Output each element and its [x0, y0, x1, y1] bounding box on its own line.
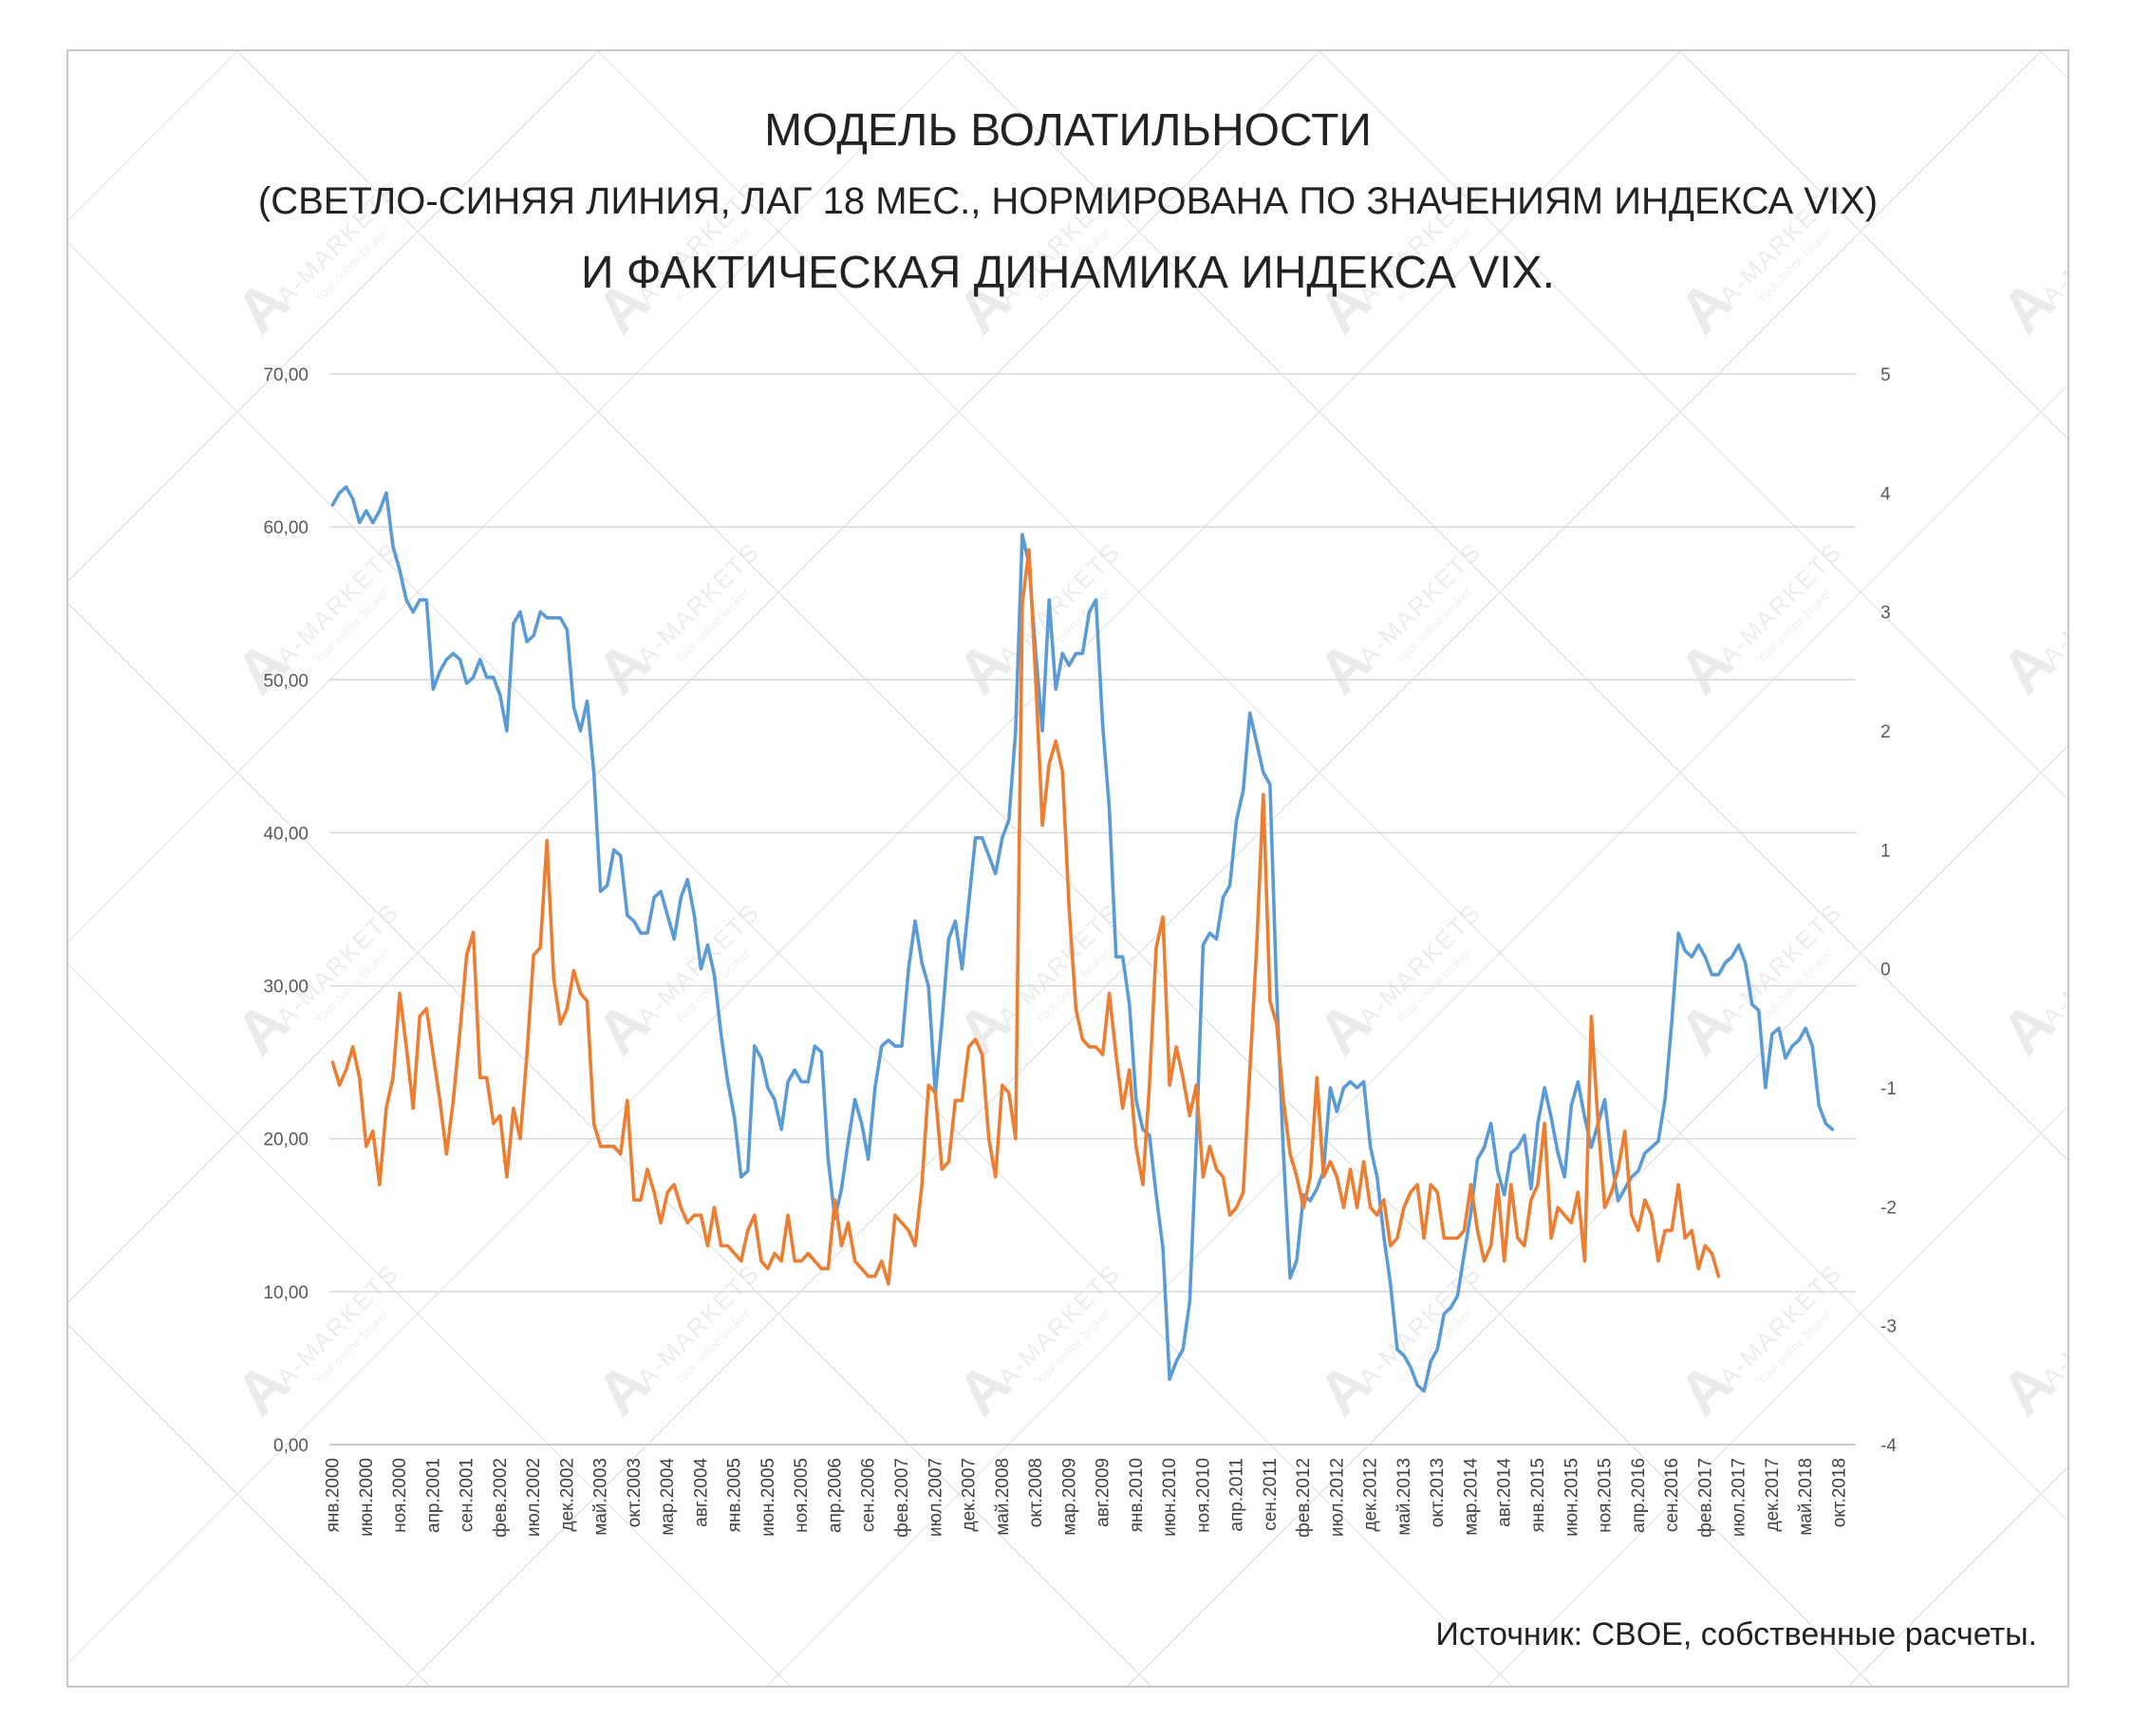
x-tick-label: июн.2000	[357, 1458, 377, 1537]
left-y-tick-label: 10,00	[263, 1283, 309, 1303]
x-tick-label: апр.2016	[1629, 1458, 1649, 1533]
x-tick-label: окт.2008	[1026, 1458, 1046, 1527]
x-tick-label: апр.2006	[825, 1458, 845, 1533]
right-y-tick-label: -3	[1880, 1317, 1897, 1337]
x-tick-label: май.2008	[993, 1458, 1013, 1536]
right-y-tick-label: -4	[1880, 1436, 1897, 1456]
x-tick-label: авг.2009	[1094, 1458, 1113, 1527]
x-tick-label: фев.2017	[1695, 1458, 1715, 1538]
x-tick-label: апр.2001	[423, 1458, 443, 1533]
right-y-tick-label: 2	[1880, 722, 1891, 742]
x-tick-label: июл.2007	[926, 1458, 945, 1537]
left-y-tick-label: 30,00	[263, 978, 309, 998]
chart-subtitle: (СВЕТЛО-СИНЯЯ ЛИНИЯ, ЛАГ 18 МЕС., НОРМИР…	[257, 180, 1879, 222]
x-tick-label: дек.2017	[1763, 1458, 1783, 1532]
x-tick-label: окт.2018	[1829, 1458, 1849, 1527]
x-tick-label: май.2013	[1394, 1458, 1414, 1536]
watermark-line	[68, 51, 960, 943]
x-tick-label: апр.2011	[1227, 1458, 1247, 1532]
watermark-line	[68, 51, 599, 583]
model-series-line	[330, 485, 1835, 1393]
x-tick-label: авг.2014	[1495, 1458, 1515, 1527]
chart-title: МОДЕЛЬ ВОЛАТИЛЬНОСТИ	[764, 105, 1372, 156]
watermark-line	[405, 51, 2042, 1686]
x-tick-label: мар.2004	[658, 1458, 678, 1536]
x-tick-label: июл.2012	[1327, 1458, 1347, 1537]
x-tick-label: мар.2009	[1059, 1458, 1079, 1536]
x-tick-label: янв.2005	[725, 1458, 745, 1532]
chart-title-line3: И ФАКТИЧЕСКАЯ ДИНАМИКА ИНДЕКСА VIX.	[581, 248, 1555, 298]
watermark-line	[68, 241, 1512, 1686]
watermark-line	[68, 51, 1681, 1665]
watermark-line	[766, 383, 2068, 1686]
x-tick-label: ноя.2005	[792, 1458, 812, 1533]
left-y-axis: 0,00 10,00 20,00 30,00 40,00 50,00 60,00 70,00	[263, 365, 309, 1456]
x-tick-label: май.2003	[591, 1458, 611, 1536]
x-tick-label: сен.2006	[859, 1458, 879, 1532]
left-y-tick-label: 20,00	[263, 1130, 309, 1150]
right-y-tick-label: 1	[1880, 841, 1891, 861]
right-y-tick-label: -1	[1880, 1079, 1897, 1099]
chart-frame: A A-MARKETS Your online broker A A-MARKETS Yo…	[66, 49, 2069, 1688]
x-tick-label: окт.2003	[625, 1458, 645, 1527]
x-tick-label: май.2018	[1796, 1458, 1816, 1536]
watermark-line	[68, 602, 1151, 1686]
right-y-tick-label: 4	[1880, 484, 1891, 504]
x-tick-label: июн.2010	[1160, 1458, 1180, 1537]
right-y-tick-label: 3	[1880, 604, 1891, 624]
x-tick-label: сен.2011	[1261, 1458, 1281, 1531]
right-y-tick-label: -2	[1880, 1198, 1897, 1218]
x-tick-label: мар.2014	[1461, 1458, 1481, 1536]
x-tick-label: фев.2002	[491, 1458, 511, 1538]
watermark-line	[597, 51, 2068, 1522]
left-y-tick-label: 40,00	[263, 824, 309, 844]
x-tick-label: окт.2013	[1428, 1458, 1448, 1527]
x-tick-label: дек.2007	[960, 1458, 980, 1532]
gridlines	[329, 373, 1856, 1446]
x-tick-label: ноя.2015	[1596, 1458, 1616, 1533]
left-y-tick-label: 50,00	[263, 671, 309, 691]
x-axis: янв.2000 июн.2000 ноя.2000 апр.2001 сен.2001…	[324, 1458, 1850, 1538]
watermark-line	[1679, 51, 2068, 440]
x-tick-label: фев.2007	[892, 1458, 912, 1538]
watermark-line	[68, 962, 791, 1686]
series-lines	[330, 485, 1835, 1393]
watermark-line	[68, 51, 1320, 1304]
line-chart: 0,0010,0020,0030,0040,0050,0060,0070,00 …	[263, 365, 1897, 1538]
left-y-tick-label: 60,00	[263, 518, 309, 538]
left-y-tick-label: 0,00	[273, 1436, 309, 1456]
x-tick-label: дек.2002	[557, 1458, 577, 1532]
x-tick-label: авг.2004	[691, 1458, 711, 1527]
x-tick-label: фев.2012	[1294, 1458, 1314, 1538]
watermark-line	[958, 51, 2068, 1162]
watermark-line	[236, 51, 1873, 1686]
right-y-axis: -4 -3 -2 -1 0 1 2 3 4 5	[1880, 365, 1897, 1456]
x-tick-label: сен.2001	[458, 1458, 477, 1532]
watermark-line	[68, 1323, 430, 1686]
source-note: Источник: CBOE, собственные расчеты.	[1435, 1616, 2037, 1652]
x-tick-label: июн.2015	[1562, 1458, 1581, 1537]
x-tick-label: янв.2015	[1528, 1458, 1548, 1532]
x-tick-label: янв.2010	[1127, 1458, 1147, 1532]
left-y-tick-label: 70,00	[263, 365, 309, 385]
x-tick-label: янв.2000	[324, 1458, 344, 1532]
x-tick-label: дек.2012	[1361, 1458, 1381, 1532]
vix-series-line	[330, 548, 1721, 1286]
right-y-tick-label: 0	[1880, 961, 1891, 980]
x-tick-label: июл.2017	[1730, 1458, 1749, 1537]
x-tick-label: июн.2005	[758, 1458, 778, 1537]
watermark-line	[1319, 51, 2068, 801]
right-y-tick-label: 5	[1880, 365, 1891, 385]
x-tick-label: ноя.2000	[390, 1458, 410, 1533]
x-tick-label: июл.2002	[524, 1458, 544, 1537]
x-tick-label: сен.2016	[1662, 1458, 1682, 1532]
watermark-line	[1487, 1105, 2068, 1686]
watermark-line	[1127, 744, 2068, 1686]
x-tick-label: ноя.2010	[1193, 1458, 1213, 1533]
